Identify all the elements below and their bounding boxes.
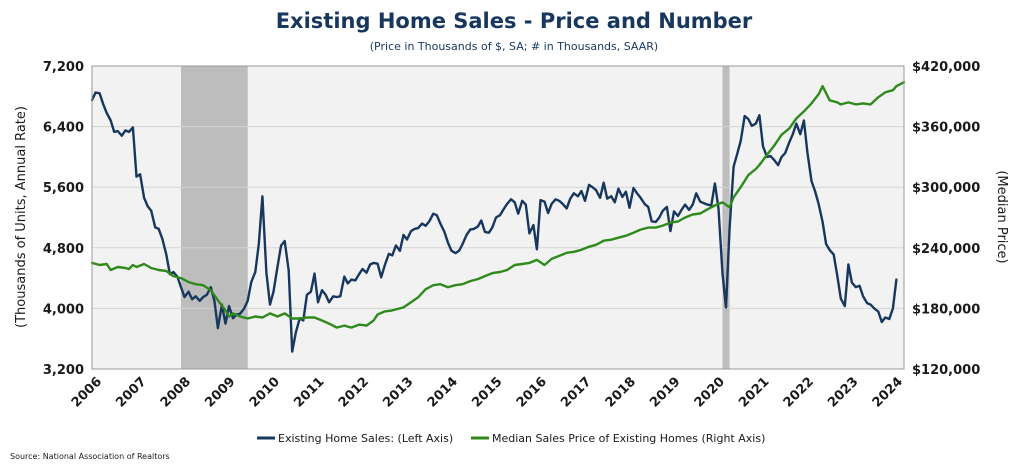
x-tick-label: 2016 [514,374,550,410]
x-tick-label: 2008 [158,374,194,410]
y-left-label: (Thousands of Units, Annual Rate) [14,106,29,328]
y-right-tick-label: $420,000 [912,60,980,75]
y-left-tick-label: 4,800 [43,242,84,257]
x-tick-label: 2013 [380,374,416,410]
x-tick-label: 2023 [825,374,861,410]
y-right-tick-label: $300,000 [912,181,980,196]
y-left-tick-label: 4,000 [43,302,84,317]
x-tick-label: 2010 [247,374,283,410]
plot-frame [91,65,905,370]
x-tick-label: 2006 [69,374,105,410]
x-tick-label: 2019 [647,374,683,410]
x-tick-label: 2021 [736,374,772,410]
chart-title: Existing Home Sales - Price and Number [276,9,753,33]
recession-band-1 [722,66,730,369]
series-line-price [90,80,906,329]
x-tick-label: 2007 [113,374,149,410]
x-tick-label: 2012 [336,374,372,410]
y-right-tick-label: $180,000 [912,302,980,317]
x-ticks: 2006 2007 2008 2009 2010 2011 2012 2013 2014 2015… [69,374,906,410]
chart-subtitle: (Price in Thousands of $, SA; # in Thous… [370,40,658,53]
y-right-tick-label: $360,000 [912,121,980,136]
y-left-tick-label: 3,200 [43,363,84,378]
y-right-label: (Median Price) [994,170,1009,263]
x-tick-label: 2017 [558,374,594,410]
series-line-sales [90,91,898,353]
x-tick-label: 2024 [870,374,906,410]
x-tick-label: 2018 [603,374,639,410]
source-note: Source: National Association of Realtors [10,452,170,461]
y-right-ticks: $120,000 $180,000 $240,000 $300,000 $360,000… [912,60,980,378]
x-tick-label: 2014 [425,374,461,410]
y-left-tick-label: 7,200 [43,60,84,75]
legend: Existing Home Sales: (Left Axis) Median … [257,432,765,445]
y-right-tick-label: $240,000 [912,242,980,257]
y-left-tick-label: 6,400 [43,121,84,136]
y-left-tick-label: 5,600 [43,181,84,196]
y-left-ticks: 3,200 4,000 4,800 5,600 6,400 7,200 [43,60,84,378]
y-right-tick-label: $120,000 [912,363,980,378]
recession-band-0 [180,66,248,369]
x-tick-label: 2015 [469,374,505,410]
x-tick-label: 2009 [202,374,238,410]
x-tick-label: 2011 [291,374,327,410]
legend-label-price: Median Sales Price of Existing Homes (Ri… [492,432,765,445]
series-layer [90,80,906,353]
x-tick-label: 2022 [781,374,817,410]
legend-label-sales: Existing Home Sales: (Left Axis) [278,432,453,445]
x-tick-label: 2020 [692,374,728,410]
recession-bands [180,66,730,369]
